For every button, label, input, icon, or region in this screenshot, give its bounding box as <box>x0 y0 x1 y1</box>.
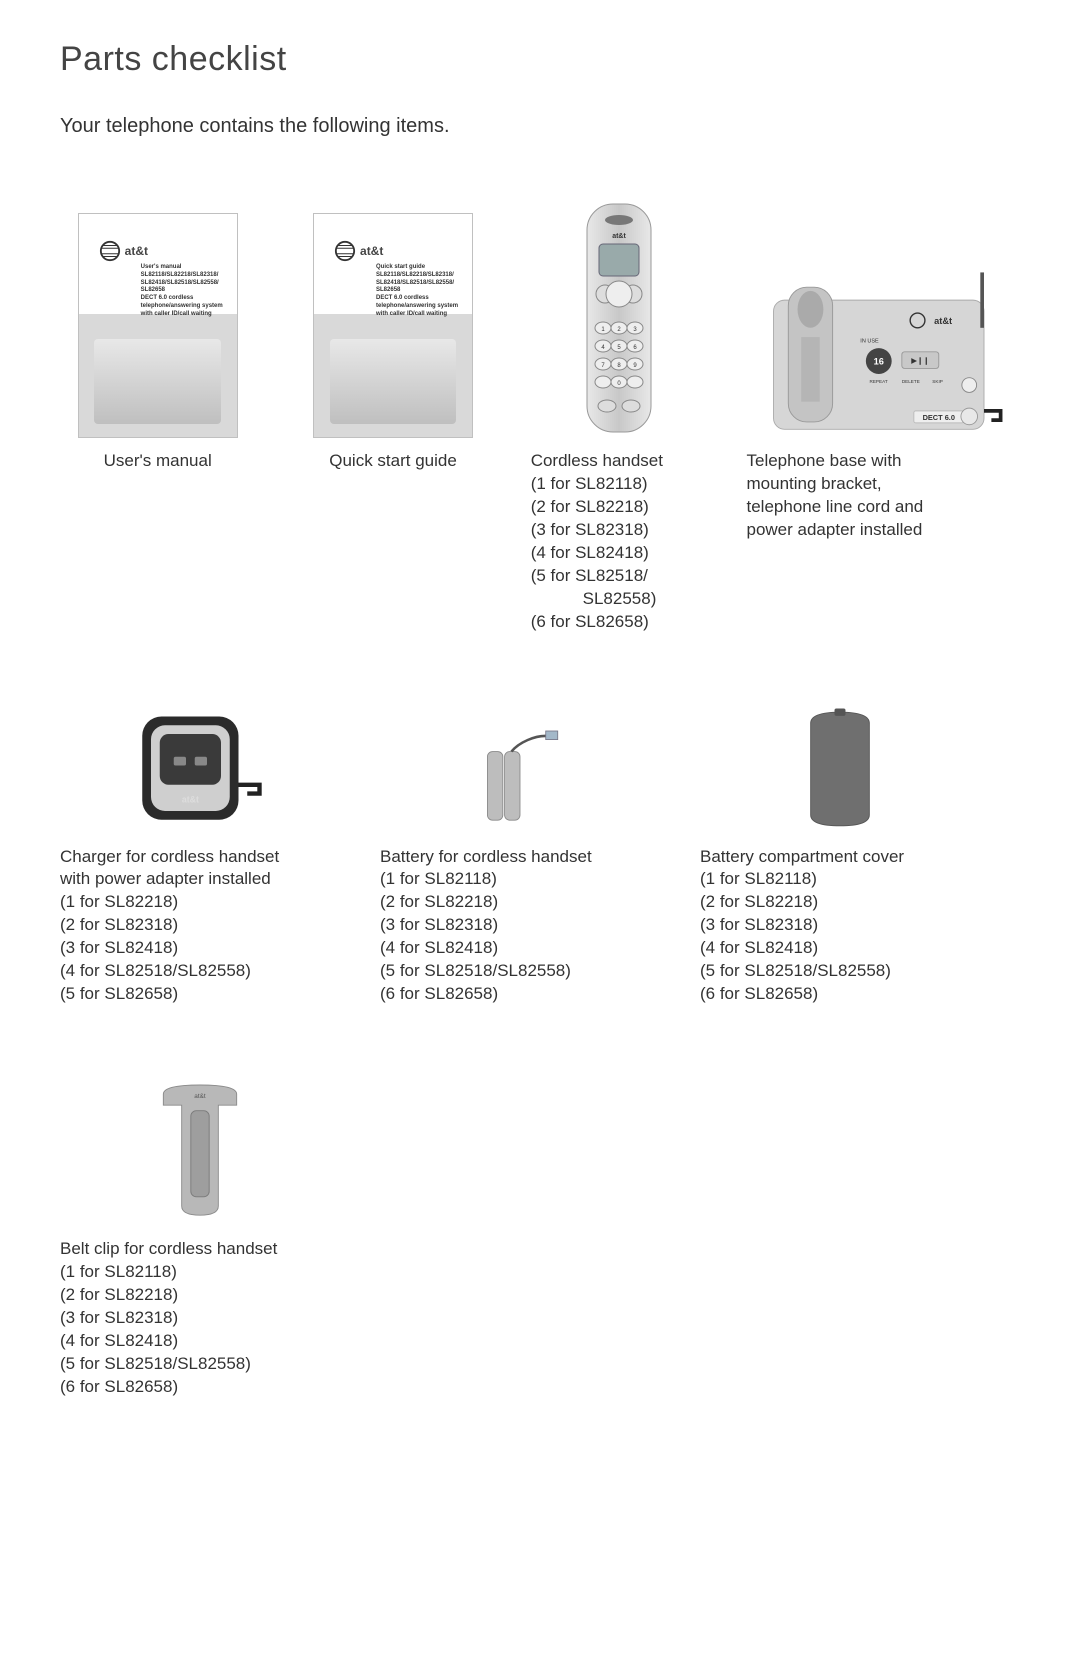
booklet-tiny-text: Quick start guide SL82118/SL82218/SL8231… <box>376 264 460 319</box>
battery-caption: Battery for cordless handset (1 for SL82… <box>380 846 660 1007</box>
svg-text:DECT 6.0: DECT 6.0 <box>923 413 955 422</box>
item-handset: 1 2 3 4 5 6 7 8 9 0 at&t Cordless handse… <box>531 198 707 634</box>
att-logo-icon: at&t <box>99 240 148 262</box>
item-quick-start: at&t Quick start guide SL82118/SL82218/S… <box>295 198 490 473</box>
handset-thumb: 1 2 3 4 5 6 7 8 9 0 at&t <box>559 198 679 438</box>
svg-text:at&t: at&t <box>194 1093 206 1100</box>
att-logo-icon: at&t <box>334 240 383 262</box>
item-users-manual: at&t User's manual SL82118/SL82218/SL823… <box>60 198 255 473</box>
item-base: at&t 16 IN USE ▶❙❙ REPEAT DELETE SKIP DECT… <box>747 198 1020 542</box>
bcover-thumb <box>785 704 895 834</box>
beltclip-caption: Belt clip for cordless handset (1 for SL… <box>60 1238 340 1399</box>
item-battery: Battery for cordless handset (1 for SL82… <box>380 694 660 1007</box>
base-thumb: at&t 16 IN USE ▶❙❙ REPEAT DELETE SKIP DECT… <box>768 268 998 438</box>
charger-thumb: at&t <box>130 704 270 834</box>
svg-text:REPEAT: REPEAT <box>870 379 888 384</box>
svg-text:DELETE: DELETE <box>902 379 920 384</box>
users-manual-caption: User's manual <box>60 450 255 473</box>
beltclip-thumb: at&t <box>145 1076 255 1226</box>
booklet-tiny-text: User's manual SL82118/SL82218/SL82318/ S… <box>141 264 225 319</box>
item-charger: at&t Charger for cordless handset with p… <box>60 694 340 1007</box>
svg-text:IN USE: IN USE <box>861 339 880 345</box>
row-3: at&t Belt clip for cordless handset (1 f… <box>60 1066 1020 1399</box>
intro-text: Your telephone contains the following it… <box>60 115 1020 138</box>
page-title: Parts checklist <box>60 40 1020 79</box>
users-manual-thumb: at&t User's manual SL82118/SL82218/SL823… <box>78 213 238 438</box>
charger-caption: Charger for cordless handset with power … <box>60 846 340 1007</box>
base-caption: Telephone base with mounting bracket, te… <box>747 450 1020 542</box>
quick-start-thumb: at&t Quick start guide SL82118/SL82218/S… <box>313 213 473 438</box>
svg-text:at&t: at&t <box>934 316 952 326</box>
svg-text:16: 16 <box>874 357 884 367</box>
svg-text:at&t: at&t <box>182 794 199 804</box>
item-bcover: Battery compartment cover (1 for SL82118… <box>700 694 980 1007</box>
quick-start-caption: Quick start guide <box>295 450 490 473</box>
row-1: at&t User's manual SL82118/SL82218/SL823… <box>60 198 1020 634</box>
handset-caption: Cordless handset (1 for SL82118) (2 for … <box>531 450 707 634</box>
svg-text:at&t: at&t <box>612 233 626 240</box>
battery-thumb <box>460 724 580 834</box>
item-beltclip: at&t Belt clip for cordless handset (1 f… <box>60 1066 340 1399</box>
svg-text:SKIP: SKIP <box>933 379 944 384</box>
row-2: at&t Charger for cordless handset with p… <box>60 694 1020 1007</box>
svg-text:▶❙❙: ▶❙❙ <box>912 356 930 365</box>
bcover-caption: Battery compartment cover (1 for SL82118… <box>700 846 980 1007</box>
